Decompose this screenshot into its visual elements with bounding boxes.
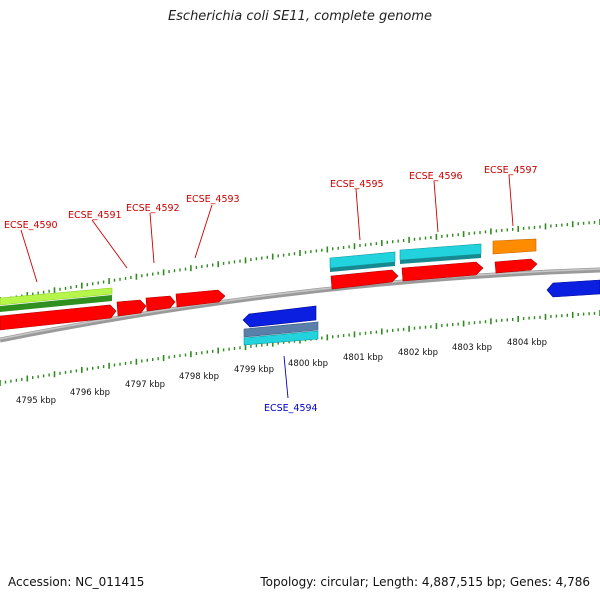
gene-arrow-ecse-4594[interactable] (242, 305, 317, 328)
feature-cyan-2-dark (400, 254, 481, 264)
gene-arrow-ecse-4597[interactable] (494, 258, 538, 274)
forward-tick-track (0, 219, 600, 303)
kbp-label: 4798 kbp (179, 372, 219, 382)
genome-backbone (0, 267, 600, 343)
feature-orange (492, 238, 537, 255)
gene-label-ecse-4594: ECSE_4594 (264, 403, 318, 414)
gene-arrow-ecse-4590[interactable] (0, 304, 117, 331)
feature-cyan-reverse (243, 330, 319, 346)
gene-label-ecse-4596: ECSE_4596 (409, 171, 463, 182)
gene-arrow-reverse-right[interactable] (546, 279, 600, 298)
gene-arrow-ecse-4595[interactable] (330, 269, 399, 290)
kbp-label: 4795 kbp (16, 396, 56, 406)
kbp-label: 4801 kbp (343, 353, 383, 363)
kbp-label: 4797 kbp (125, 380, 165, 390)
gene-label-ecse-4591: ECSE_4591 (68, 210, 122, 221)
genome-backbone-highlight (0, 268, 600, 340)
gene-label-ecse-4593: ECSE_4593 (186, 194, 240, 205)
kbp-label: 4803 kbp (452, 343, 492, 353)
gene-arrow-ecse-4593[interactable] (175, 289, 226, 308)
gene-arrow-ecse-4596[interactable] (401, 261, 484, 282)
feature-green-bar (0, 295, 112, 312)
kbp-label: 4804 kbp (507, 338, 547, 348)
gene-label-ecse-4592: ECSE_4592 (126, 203, 180, 214)
gene-arrow-ecse-4592[interactable] (145, 295, 176, 312)
gene-label-ecse-4590: ECSE_4590 (4, 220, 58, 231)
kbp-label: 4800 kbp (288, 359, 328, 369)
gene-arrow-ecse-4591[interactable] (116, 299, 147, 317)
genome-stats-label: Topology: circular; Length: 4,887,515 bp… (260, 575, 590, 589)
feature-lime-bar (0, 287, 113, 306)
feature-cyan-1-dark (330, 262, 395, 272)
kbp-label: 4802 kbp (398, 348, 438, 358)
reverse-tick-track (0, 310, 600, 386)
kbp-label: 4799 kbp (234, 365, 274, 375)
map-title: Escherichia coli SE11, complete genome (167, 9, 433, 24)
feature-steel (243, 321, 319, 338)
gene-label-ecse-4597: ECSE_4597 (484, 165, 538, 176)
label-leaders (20, 174, 514, 399)
kbp-label: 4796 kbp (70, 388, 110, 398)
gene-label-ecse-4595: ECSE_4595 (330, 179, 384, 190)
accession-label: Accession: NC_011415 (8, 575, 145, 589)
